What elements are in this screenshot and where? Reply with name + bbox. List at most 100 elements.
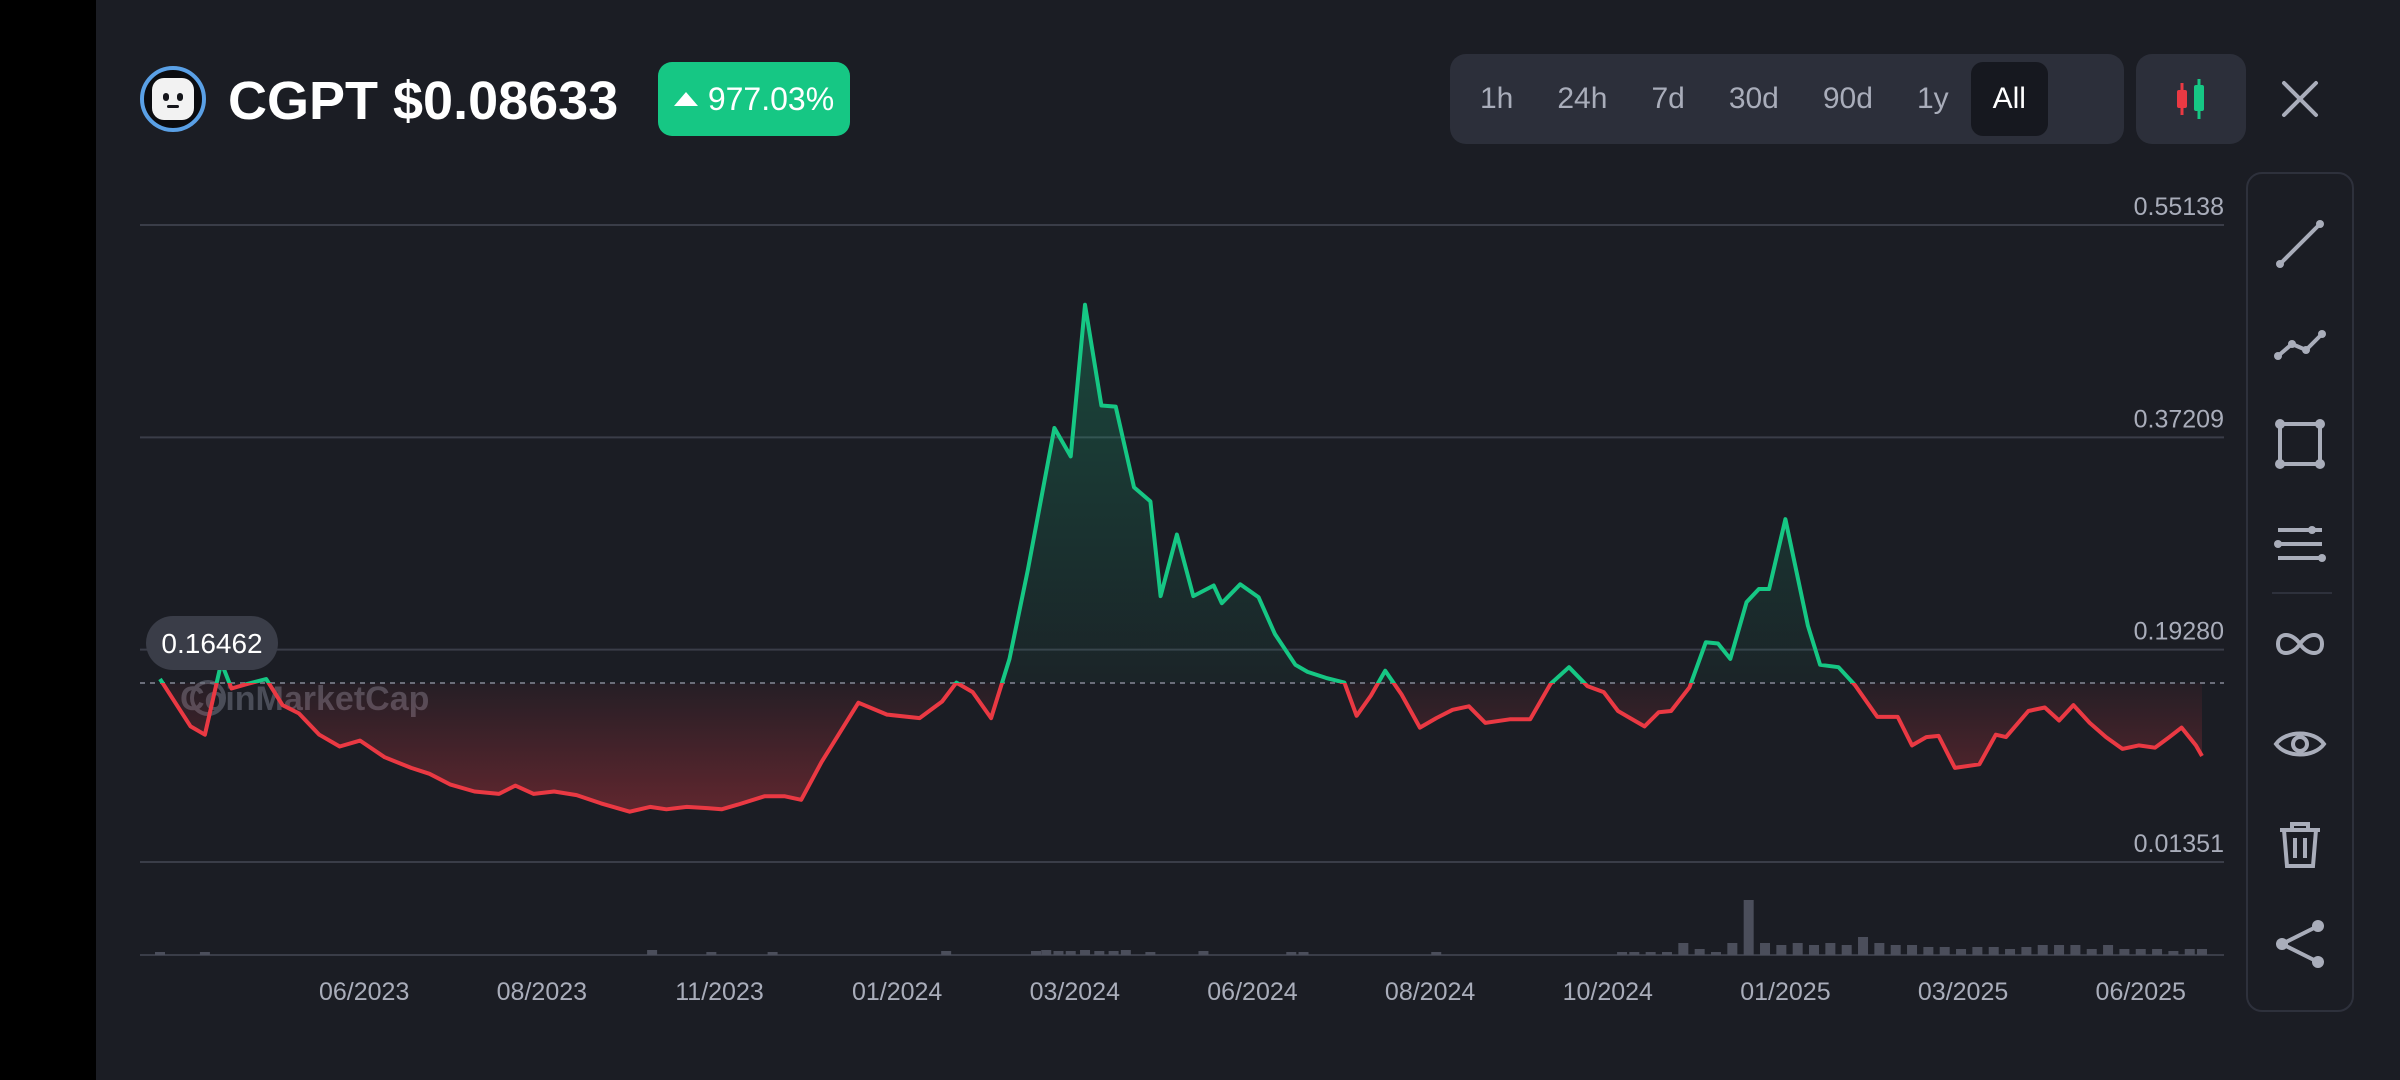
volume-bar (2152, 949, 2163, 955)
volume-bar (2037, 945, 2048, 955)
visibility-toggle[interactable] (2270, 714, 2330, 774)
volume-bar (2086, 949, 2097, 955)
tab-all[interactable]: All (1970, 62, 2048, 136)
delete-drawings-button[interactable] (2270, 814, 2330, 874)
tab-7d[interactable]: 7d (1651, 82, 1685, 115)
close-icon (2282, 81, 2318, 117)
volume-bar (647, 950, 658, 955)
reference-value: 0.16462 (161, 628, 262, 659)
trash-icon (2280, 822, 2320, 868)
reference-label: 0.16462 (146, 616, 278, 670)
volume-bar (2184, 949, 2195, 955)
line-icon (2276, 220, 2324, 268)
price-line (158, 302, 2204, 814)
volume-bar (1108, 951, 1119, 955)
volume-bars (155, 900, 2207, 955)
volume-bar (1907, 945, 1918, 955)
polyline-tool[interactable] (2270, 314, 2330, 374)
volume-bar (1645, 952, 1656, 955)
volume-bar (1890, 945, 1901, 955)
eye-icon (2273, 731, 2327, 757)
volume-bar (1972, 947, 1983, 955)
chaingpt-logo-icon (140, 66, 206, 132)
volume-bar (2054, 945, 2065, 955)
volume-bar (1776, 945, 1787, 955)
tab-1y[interactable]: 1y (1916, 82, 1949, 115)
x-tick-label: 08/2023 (497, 978, 587, 1006)
price-line-down (160, 683, 2204, 814)
volume-bar (1743, 900, 1754, 955)
rectangle-icon (2275, 419, 2325, 469)
price-line-up (158, 302, 1856, 684)
volume-bar (1431, 952, 1442, 955)
volume-bar (1858, 937, 1869, 955)
x-tick-label: 01/2024 (852, 978, 942, 1006)
x-tick-label: 06/2024 (1207, 978, 1297, 1006)
y-axis-ticks: 0.55138 0.37209 0.19280 0.01351 (2134, 193, 2224, 858)
volume-bar (1617, 952, 1628, 955)
price-chart[interactable]: 0.55138 0.37209 0.19280 0.01351 06/2023 08/2… (0, 0, 2240, 1080)
toolbar-divider (2272, 592, 2332, 594)
volume-bar (1094, 951, 1105, 955)
volume-bar (1874, 943, 1885, 955)
volume-bar (1809, 945, 1820, 955)
rectangle-tool[interactable] (2270, 414, 2330, 474)
change-badge: 977.03% (658, 62, 850, 136)
volume-bar (1629, 952, 1640, 955)
x-tick-label: 08/2024 (1385, 978, 1475, 1006)
volume-bar (2168, 951, 2179, 955)
volume-bar (1923, 947, 1934, 955)
price-area-down (162, 683, 2202, 812)
volume-bar (1080, 950, 1091, 955)
horizontal-lines-icon (2274, 526, 2326, 562)
infinite-line-tool[interactable] (2270, 614, 2330, 674)
volume-bar (1065, 951, 1076, 955)
volume-bar (2103, 945, 2114, 955)
candlestick-toggle-button[interactable] (2136, 54, 2246, 144)
tab-90d[interactable]: 90d (1822, 82, 1873, 115)
volume-bar (767, 952, 778, 955)
y-tick-label: 0.37209 (2134, 405, 2224, 433)
volume-bar (1939, 947, 1950, 955)
x-tick-label: 10/2024 (1563, 978, 1653, 1006)
volume-bar (1120, 950, 1131, 955)
tab-24h[interactable]: 24h (1557, 82, 1608, 115)
volume-bar (2197, 949, 2207, 955)
change-value: 977.03% (707, 80, 835, 117)
volume-bar (1760, 943, 1771, 955)
price-area (160, 304, 2202, 812)
x-tick-label: 03/2025 (1918, 978, 2008, 1006)
volume-bar (1678, 943, 1689, 955)
price-area-up (160, 304, 2202, 684)
drawing-toolbar (2246, 172, 2354, 1012)
volume-bar (1956, 949, 1967, 955)
close-button[interactable] (2270, 62, 2330, 136)
share-icon (2276, 920, 2324, 968)
ticker-price: CGPT $0.08633 (228, 71, 619, 131)
volume-bar (2070, 945, 2081, 955)
volume-bar (1286, 952, 1297, 955)
x-tick-label: 11/2023 (675, 978, 764, 1006)
share-button[interactable] (2270, 914, 2330, 974)
volume-bar (1792, 943, 1803, 955)
volume-bar (1711, 952, 1722, 955)
volume-bar (941, 951, 952, 955)
trend-line-tool[interactable] (2270, 214, 2330, 274)
volume-bar (1694, 949, 1705, 955)
x-tick-label: 06/2025 (2096, 978, 2186, 1006)
volume-bar (1988, 947, 1999, 955)
volume-bar (1841, 945, 1852, 955)
x-axis-ticks: 06/2023 08/2023 11/2023 01/2024 03/2024 06/20… (319, 978, 2186, 1006)
volume-bar (1145, 952, 1156, 955)
volume-bar (1031, 951, 1042, 955)
polyline-icon (2274, 330, 2326, 360)
y-tick-label: 0.55138 (2134, 193, 2224, 221)
volume-bar (1198, 951, 1209, 955)
volume-bar (2135, 949, 2146, 955)
x-tick-label: 03/2024 (1030, 978, 1120, 1006)
tab-30d[interactable]: 30d (1728, 82, 1779, 115)
horizontal-lines-tool[interactable] (2270, 514, 2330, 574)
tab-1h[interactable]: 1h (1480, 82, 1514, 115)
timeframe-selector: 1h 24h 7d 30d 90d 1y All (1450, 54, 2124, 144)
volume-bar (1053, 951, 1064, 955)
